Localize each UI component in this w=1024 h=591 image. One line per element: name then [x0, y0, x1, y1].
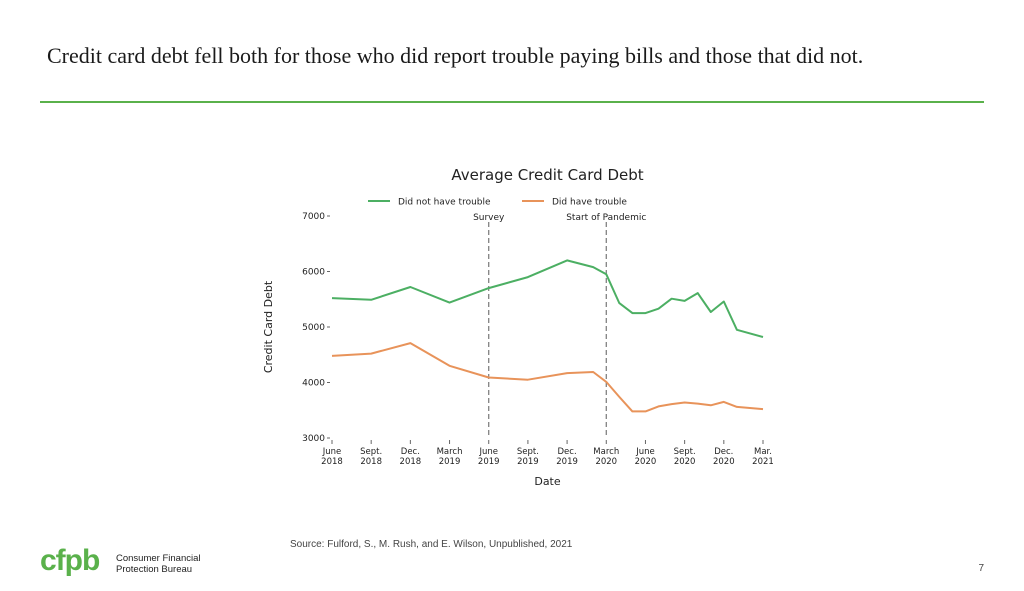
y-tick-label: 7000 — [302, 212, 325, 222]
series-line-2 — [331, 342, 764, 413]
x-tick-label-month: June — [478, 447, 498, 457]
x-tick-label-year: 2019 — [517, 457, 539, 467]
x-tick-label-month: Mar. — [754, 447, 772, 457]
x-tick-label-month: June — [322, 447, 342, 457]
title-divider — [40, 101, 984, 103]
vline-label-1: Survey — [473, 213, 505, 223]
page-number: 7 — [978, 563, 984, 574]
x-tick-label-year: 2018 — [360, 457, 382, 467]
x-tick-label-month: Dec. — [558, 447, 577, 457]
source-note: Source: Fulford, S., M. Rush, and E. Wil… — [290, 539, 573, 550]
x-tick-label-year: 2020 — [595, 457, 617, 467]
vline-label-2: Start of Pandemic — [566, 213, 646, 223]
legend-label-2: Did have trouble — [552, 198, 627, 208]
credit-card-debt-chart: Average Credit Card Debt Did not have tro… — [262, 166, 774, 488]
x-tick-label-month: Dec. — [401, 447, 420, 457]
x-tick-label-month: March — [593, 447, 619, 457]
x-tick-label-year: 2020 — [713, 457, 735, 467]
x-tick-label-year: 2020 — [635, 457, 657, 467]
x-tick-label-year: 2018 — [321, 457, 343, 467]
x-tick-label-year: 2019 — [439, 457, 461, 467]
x-tick-label-month: Sept. — [517, 447, 539, 457]
logo-line-1: Consumer Financial — [116, 553, 201, 564]
x-tick-label-year: 2021 — [752, 457, 774, 467]
chart-title: Average Credit Card Debt — [451, 166, 643, 184]
x-tick-label-month: March — [437, 447, 463, 457]
series-line-1 — [331, 259, 764, 338]
x-tick-label-year: 2019 — [556, 457, 578, 467]
cfpb-logo-mark: cfpb — [40, 544, 100, 577]
slide-title: Credit card debt fell both for those who… — [47, 43, 864, 68]
y-tick-label: 5000 — [302, 323, 325, 333]
x-tick-label-month: Dec. — [714, 447, 733, 457]
x-tick-label-month: Sept. — [674, 447, 696, 457]
logo-line-2: Protection Bureau — [116, 564, 193, 575]
x-tick-label-month: June — [635, 447, 655, 457]
cfpb-logo-text: Consumer Financial Protection Bureau — [116, 553, 200, 575]
x-tick-label-year: 2020 — [674, 457, 696, 467]
y-tick-label: 4000 — [302, 379, 325, 389]
y-tick-label: 6000 — [302, 268, 325, 278]
x-tick-label-month: Sept. — [360, 447, 382, 457]
y-axis-label: Credit Card Debt — [262, 280, 275, 373]
legend-label-1: Did not have trouble — [398, 198, 491, 208]
y-tick-label: 3000 — [302, 434, 325, 444]
x-tick-label-year: 2019 — [478, 457, 500, 467]
x-tick-label-year: 2018 — [400, 457, 422, 467]
x-axis-label: Date — [534, 475, 561, 488]
